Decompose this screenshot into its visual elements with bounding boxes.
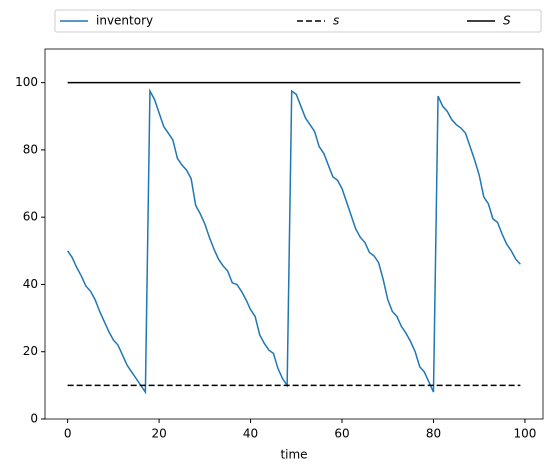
y-tick-label: 100 bbox=[15, 75, 38, 89]
legend-label: S bbox=[503, 14, 511, 28]
y-tick-label: 80 bbox=[23, 142, 38, 156]
plot-frame bbox=[44, 48, 544, 420]
legend-label: inventory bbox=[96, 14, 153, 28]
x-tick-label: 60 bbox=[334, 427, 349, 441]
y-tick-label: 60 bbox=[23, 210, 38, 224]
x-tick-label: 40 bbox=[243, 427, 258, 441]
x-axis-label: time bbox=[280, 448, 307, 462]
x-tick-label: 80 bbox=[426, 427, 441, 441]
x-tick-label: 0 bbox=[64, 427, 72, 441]
y-tick-label: 20 bbox=[23, 344, 38, 358]
line-series bbox=[67, 88, 521, 395]
x-tick-label: 20 bbox=[151, 427, 166, 441]
x-tick-label: 100 bbox=[513, 427, 536, 441]
y-tick-label: 40 bbox=[23, 277, 38, 291]
legend-label: s bbox=[333, 14, 339, 28]
y-tick-label: 0 bbox=[30, 412, 38, 426]
